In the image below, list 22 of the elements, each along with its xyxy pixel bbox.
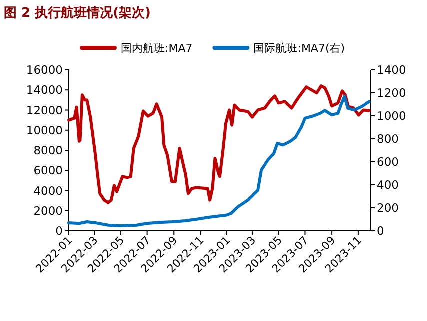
legend-label: 国际航班:MA7(右) xyxy=(254,42,346,55)
legend-label: 国内航班:MA7 xyxy=(121,42,193,55)
y2-tick-label: 600 xyxy=(377,155,399,169)
y-tick-label: 6000 xyxy=(34,164,63,178)
y-tick-label: 8000 xyxy=(34,144,63,158)
y-tick-label: 16000 xyxy=(26,63,63,77)
y2-tick-label: 1400 xyxy=(377,63,406,77)
y2-tick-label: 200 xyxy=(377,201,399,215)
y2-tick-label: 0 xyxy=(377,224,384,238)
y-tick-label: 4000 xyxy=(34,184,63,198)
y2-tick-label: 1200 xyxy=(377,86,406,100)
y-tick-label: 12000 xyxy=(26,103,63,118)
y-tick-label: 2000 xyxy=(34,204,63,218)
y2-tick-label: 1000 xyxy=(377,109,406,123)
y-tick-label: 0 xyxy=(56,224,63,238)
y2-tick-label: 800 xyxy=(377,132,399,146)
line-series xyxy=(68,84,371,204)
line-series xyxy=(68,95,371,228)
y-tick-label: 14000 xyxy=(26,83,63,98)
y2-tick-label: 400 xyxy=(377,178,399,192)
chart-title: 图 2 执行航班情况(架次) xyxy=(4,5,151,21)
y-tick-label: 10000 xyxy=(26,123,63,138)
